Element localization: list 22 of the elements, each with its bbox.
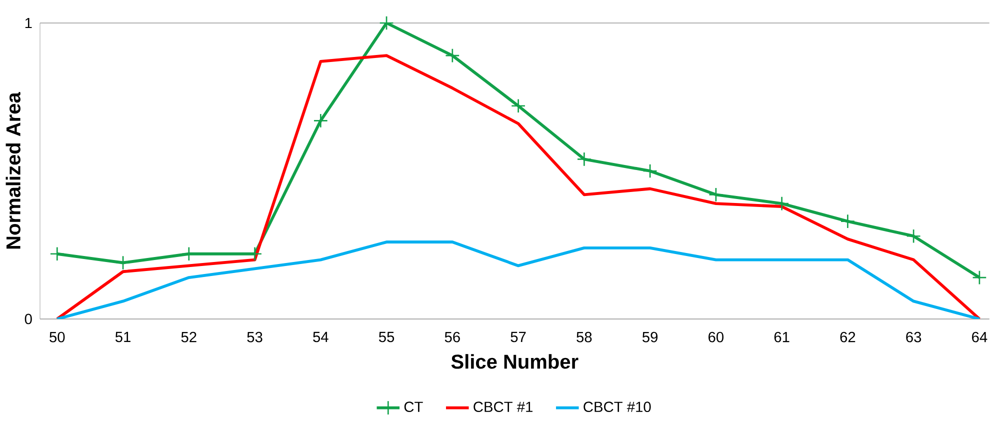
x-tick-label: 58 [576, 332, 592, 342]
legend-label: CBCT #1 [474, 402, 532, 412]
x-tick-label: 57 [510, 332, 526, 342]
x-tick-label: 59 [642, 332, 658, 342]
x-tick-label: 60 [708, 332, 724, 342]
x-tick-label: 52 [181, 332, 196, 342]
x-tick-label: 54 [313, 332, 328, 342]
x-tick-label: 53 [247, 332, 262, 342]
x-tick-label: 62 [840, 332, 856, 342]
x-tick-label: 55 [378, 332, 394, 342]
x-tick-label: 63 [906, 332, 922, 342]
y-tick-label: 1 [25, 18, 32, 28]
x-tick-label: 61 [774, 332, 790, 342]
x-tick-label: 50 [50, 332, 65, 342]
legend-label: CBCT #10 [584, 402, 651, 412]
legend-label: CT [404, 402, 423, 412]
y-tick-label: 0 [24, 314, 32, 324]
x-tick-label: 64 [972, 332, 988, 342]
x-axis-title: Slice Number [451, 354, 578, 369]
y-axis-title: Normalized Area [6, 92, 20, 249]
x-tick-label: 56 [444, 332, 460, 342]
x-tick-label: 51 [115, 332, 130, 342]
